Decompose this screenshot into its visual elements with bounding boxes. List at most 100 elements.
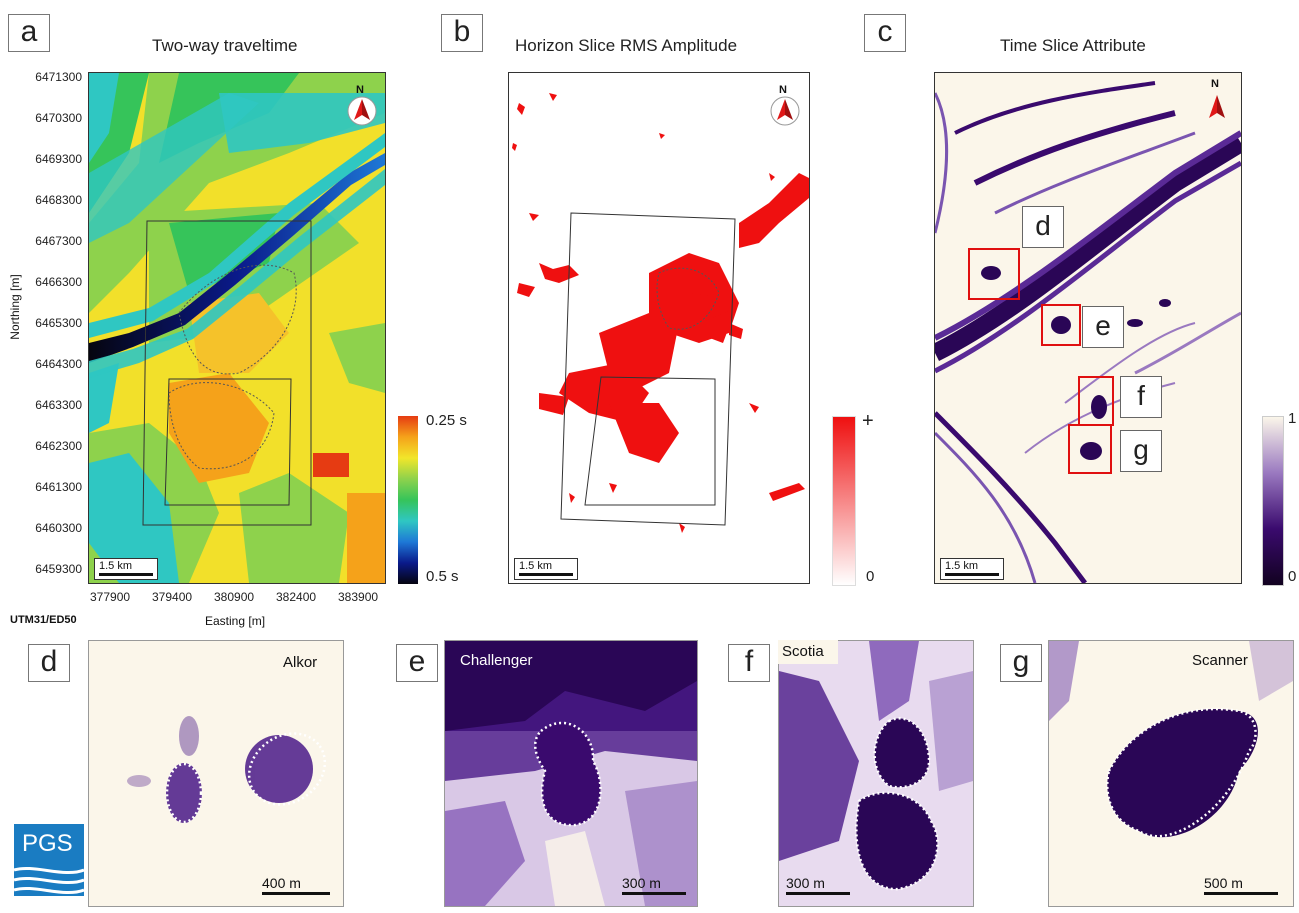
colorbar-twt-top: 0.25 s bbox=[426, 412, 467, 429]
north-arrow-icon-svg bbox=[770, 96, 800, 126]
time-slice-image bbox=[935, 81, 1241, 583]
inset-letter-d: d bbox=[28, 644, 70, 682]
pgs-logo: PGS bbox=[13, 824, 85, 896]
colorbar-twt-bottom: 0.5 s bbox=[426, 568, 459, 585]
callout-tag-e: e bbox=[1082, 306, 1124, 348]
north-arrow-icon: N bbox=[345, 84, 379, 126]
northing-tick: 6459300 bbox=[35, 562, 82, 576]
colorbar-rms-bottom: 0 bbox=[866, 568, 875, 585]
inset-name-scanner: Scanner bbox=[1192, 652, 1248, 669]
inset-name-scotia: Scotia bbox=[782, 643, 824, 660]
callout-tag-g: g bbox=[1120, 430, 1162, 472]
callout-box-d bbox=[968, 248, 1020, 300]
inset-scale-label: 400 m bbox=[262, 875, 301, 891]
easting-tick: 379400 bbox=[152, 590, 193, 604]
north-arrow-icon-svg bbox=[1209, 95, 1225, 118]
rms-amplitude-image bbox=[512, 93, 809, 533]
inset-letter-e: e bbox=[396, 644, 438, 682]
panel-letter-c: c bbox=[864, 14, 906, 52]
scale-bar-label: 1.5 km bbox=[945, 560, 979, 572]
inset-letter-g: g bbox=[1000, 644, 1042, 682]
north-arrow-icon: N bbox=[1200, 78, 1234, 122]
panel-letter-b: b bbox=[441, 14, 483, 52]
inset-scale-alkor: 400 m bbox=[262, 875, 330, 895]
panel-title-a: Two-way traveltime bbox=[152, 36, 298, 55]
north-arrow-icon: N bbox=[768, 84, 802, 126]
inset-scanner bbox=[1048, 640, 1294, 907]
northing-tick: 6468300 bbox=[35, 193, 82, 207]
inset-scanner-image bbox=[1049, 641, 1293, 838]
scale-bar-b: 1.5 km bbox=[514, 558, 578, 580]
north-label: N bbox=[1211, 78, 1219, 90]
scale-bar-c: 1.5 km bbox=[940, 558, 1004, 580]
callout-tag-d: d bbox=[1022, 206, 1064, 248]
scale-bar-label: 1.5 km bbox=[99, 560, 133, 572]
northing-tick: 6467300 bbox=[35, 234, 82, 248]
inset-scale-bar bbox=[1204, 892, 1278, 895]
scale-bar-line bbox=[99, 573, 153, 576]
north-label: N bbox=[779, 84, 787, 96]
northing-tick: 6461300 bbox=[35, 480, 82, 494]
colorbar-attribute-top: 1 bbox=[1288, 410, 1297, 427]
easting-axis-label: Easting [m] bbox=[205, 614, 266, 628]
inset-alkor bbox=[88, 640, 344, 907]
panel-title-b: Horizon Slice RMS Amplitude bbox=[515, 36, 738, 55]
inset-scale-scanner: 500 m bbox=[1204, 875, 1278, 895]
northing-axis-label: Northing [m] bbox=[8, 274, 22, 340]
inset-scale-label: 500 m bbox=[1204, 875, 1243, 891]
inset-alkor-image bbox=[127, 716, 327, 824]
inset-challenger-image bbox=[445, 641, 697, 906]
scale-bar-label: 1.5 km bbox=[519, 560, 553, 572]
northing-tick: 6466300 bbox=[35, 275, 82, 289]
rms-amplitude-map bbox=[508, 72, 810, 584]
northing-tick: 6462300 bbox=[35, 439, 82, 453]
inset-name-bg bbox=[778, 640, 838, 664]
scale-bar-line bbox=[945, 573, 999, 576]
easting-tick: 383900 bbox=[338, 590, 379, 604]
northing-tick: 6471300 bbox=[35, 70, 82, 84]
northing-tick: 6464300 bbox=[35, 357, 82, 371]
colorbar-rms-top: + bbox=[862, 410, 874, 432]
crs-label: UTM31/ED50 bbox=[10, 614, 77, 626]
callout-box-g bbox=[1068, 424, 1112, 474]
inset-scale-scotia: 300 m bbox=[786, 875, 850, 895]
inset-name-challenger: Challenger bbox=[460, 652, 533, 669]
inset-scale-challenger: 300 m bbox=[622, 875, 686, 895]
panel-title-c: Time Slice Attribute bbox=[1000, 36, 1146, 55]
colorbar-rms bbox=[832, 416, 856, 586]
scale-bar-a: 1.5 km bbox=[94, 558, 158, 580]
twt-map-image bbox=[89, 73, 385, 583]
easting-tick: 380900 bbox=[214, 590, 255, 604]
colorbar-twt bbox=[398, 416, 418, 584]
inset-name-alkor: Alkor bbox=[283, 654, 318, 671]
easting-tick: 377900 bbox=[90, 590, 131, 604]
northing-axis-label-wrap: Northing [m] bbox=[4, 274, 24, 339]
inset-scale-label: 300 m bbox=[622, 875, 661, 891]
colorbar-attribute-bottom: 0 bbox=[1288, 568, 1297, 585]
inset-challenger bbox=[444, 640, 698, 907]
pgs-logo-text: PGS bbox=[22, 830, 73, 857]
inset-scotia-image bbox=[779, 641, 973, 891]
callout-tag-f: f bbox=[1120, 376, 1162, 418]
northing-tick: 6469300 bbox=[35, 152, 82, 166]
inset-letter-f: f bbox=[728, 644, 770, 682]
twt-map bbox=[88, 72, 386, 584]
callout-box-e bbox=[1041, 304, 1081, 346]
northing-tick: 6460300 bbox=[35, 521, 82, 535]
colorbar-attribute bbox=[1262, 416, 1284, 586]
panel-letter-a: a bbox=[8, 14, 50, 52]
callout-box-f bbox=[1078, 376, 1114, 426]
pgs-logo-icon bbox=[13, 824, 85, 896]
inset-scotia bbox=[778, 640, 974, 907]
inset-scale-label: 300 m bbox=[786, 875, 825, 891]
inset-scale-bar bbox=[262, 892, 330, 895]
northing-tick: 6463300 bbox=[35, 398, 82, 412]
northing-tick: 6465300 bbox=[35, 316, 82, 330]
inset-scale-bar bbox=[786, 892, 850, 895]
scale-bar-line bbox=[519, 573, 573, 576]
northing-tick: 6470300 bbox=[35, 111, 82, 125]
inset-scale-bar bbox=[622, 892, 686, 895]
north-label: N bbox=[356, 84, 364, 96]
easting-tick: 382400 bbox=[276, 590, 317, 604]
north-arrow-icon-svg bbox=[347, 96, 377, 126]
